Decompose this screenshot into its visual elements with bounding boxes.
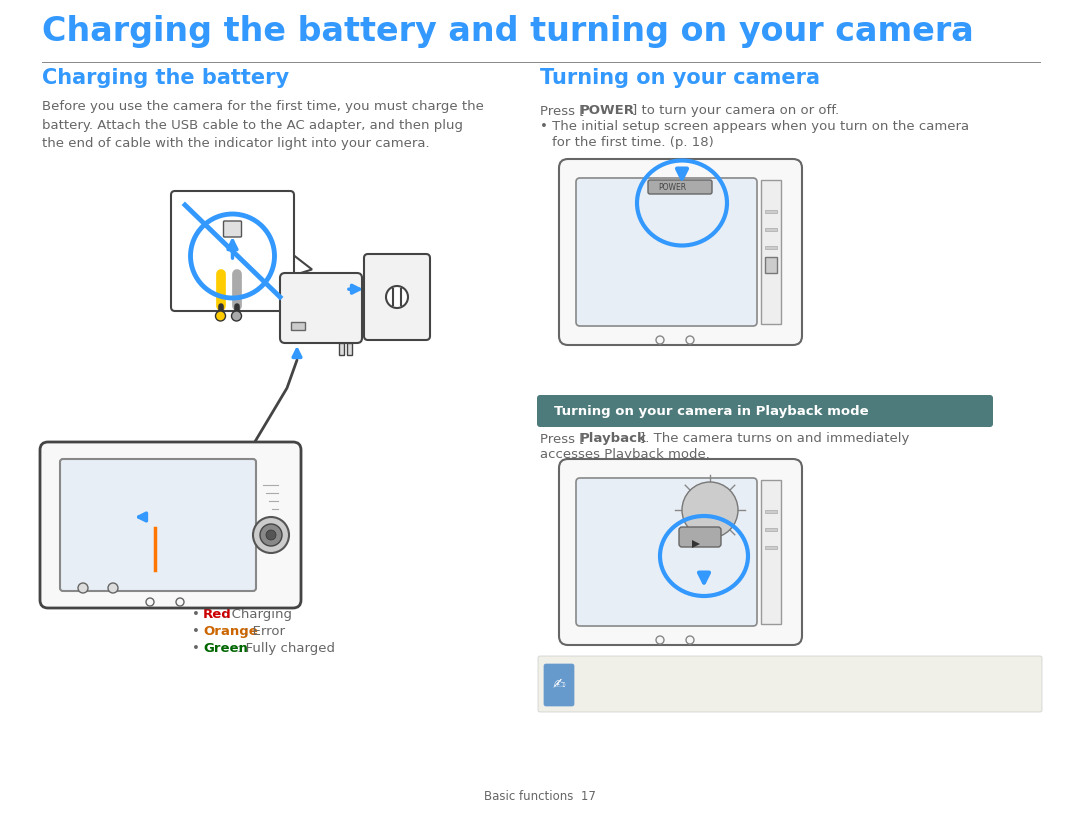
FancyBboxPatch shape	[544, 664, 573, 706]
Circle shape	[108, 583, 118, 593]
Circle shape	[146, 598, 154, 606]
Bar	[765, 246, 777, 249]
Circle shape	[260, 524, 282, 546]
Circle shape	[692, 492, 728, 528]
Text: ]. The camera turns on and immediately: ]. The camera turns on and immediately	[640, 432, 909, 445]
FancyBboxPatch shape	[679, 527, 721, 547]
Circle shape	[681, 482, 738, 538]
Text: ] for about 5: ] for about 5	[915, 670, 984, 680]
Text: : Fully charged: : Fully charged	[237, 642, 335, 655]
Text: Press [: Press [	[540, 432, 584, 445]
Circle shape	[253, 517, 289, 553]
Bar	[110, 512, 132, 522]
Text: Charging the battery: Charging the battery	[42, 68, 289, 88]
Text: Playback: Playback	[867, 670, 922, 680]
Text: Playback: Playback	[580, 432, 647, 445]
FancyBboxPatch shape	[559, 159, 802, 345]
Text: Indicator light: Indicator light	[192, 590, 285, 603]
Circle shape	[686, 336, 694, 344]
Circle shape	[78, 583, 87, 593]
Polygon shape	[692, 540, 700, 548]
Polygon shape	[291, 253, 312, 276]
Text: for the first time. (p. 18): for the first time. (p. 18)	[552, 136, 714, 149]
Bar	[761, 180, 781, 324]
Text: Before you use the camera for the first time, you must charge the
battery. Attac: Before you use the camera for the first …	[42, 100, 484, 150]
Text: : Error: : Error	[244, 625, 285, 638]
Bar	[765, 510, 777, 513]
Circle shape	[216, 311, 226, 321]
Text: Green: Green	[203, 642, 248, 655]
FancyBboxPatch shape	[648, 180, 712, 194]
Text: POWER: POWER	[658, 183, 686, 192]
Circle shape	[266, 530, 276, 540]
FancyBboxPatch shape	[171, 191, 294, 311]
Bar	[765, 257, 777, 273]
Bar	[761, 480, 781, 624]
Circle shape	[656, 336, 664, 344]
Circle shape	[656, 636, 664, 644]
Circle shape	[176, 598, 184, 606]
Text: Basic functions  17: Basic functions 17	[484, 790, 596, 803]
Circle shape	[702, 502, 718, 518]
Bar	[347, 343, 352, 355]
Text: Red: Red	[203, 608, 232, 621]
FancyBboxPatch shape	[537, 395, 993, 427]
Bar	[291, 322, 305, 330]
FancyBboxPatch shape	[576, 178, 757, 326]
Bar	[765, 210, 777, 213]
Text: accesses Playback mode.: accesses Playback mode.	[540, 448, 710, 461]
FancyBboxPatch shape	[576, 478, 757, 626]
Bar	[765, 228, 777, 231]
Text: •: •	[192, 642, 204, 655]
Text: Press [: Press [	[540, 104, 584, 117]
Text: ] to turn your camera on or off.: ] to turn your camera on or off.	[632, 104, 839, 117]
Text: If you turn on your camera by pressing and holding [: If you turn on your camera by pressing a…	[582, 670, 877, 680]
FancyBboxPatch shape	[364, 254, 430, 340]
Text: seconds, the camera does not emit any sounds.: seconds, the camera does not emit any so…	[582, 684, 850, 694]
FancyBboxPatch shape	[538, 656, 1042, 712]
Text: Charging the battery and turning on your camera: Charging the battery and turning on your…	[42, 15, 974, 48]
Text: • The initial setup screen appears when you turn on the camera: • The initial setup screen appears when …	[540, 120, 969, 133]
FancyBboxPatch shape	[224, 221, 242, 237]
FancyBboxPatch shape	[40, 442, 301, 608]
Text: Turning on your camera: Turning on your camera	[540, 68, 820, 88]
Circle shape	[686, 636, 694, 644]
FancyBboxPatch shape	[280, 273, 362, 343]
Text: •: •	[192, 608, 204, 621]
Text: Orange: Orange	[203, 625, 258, 638]
Text: POWER: POWER	[580, 104, 635, 117]
FancyBboxPatch shape	[559, 459, 802, 645]
Text: : Charging: : Charging	[224, 608, 293, 621]
Circle shape	[386, 286, 408, 308]
Bar	[339, 343, 345, 355]
Text: •: •	[192, 625, 204, 638]
Bar	[765, 528, 777, 531]
Bar	[765, 546, 777, 549]
Circle shape	[231, 311, 242, 321]
Text: ✍: ✍	[553, 676, 565, 691]
FancyBboxPatch shape	[60, 459, 256, 591]
Text: Turning on your camera in Playback mode: Turning on your camera in Playback mode	[554, 406, 868, 418]
